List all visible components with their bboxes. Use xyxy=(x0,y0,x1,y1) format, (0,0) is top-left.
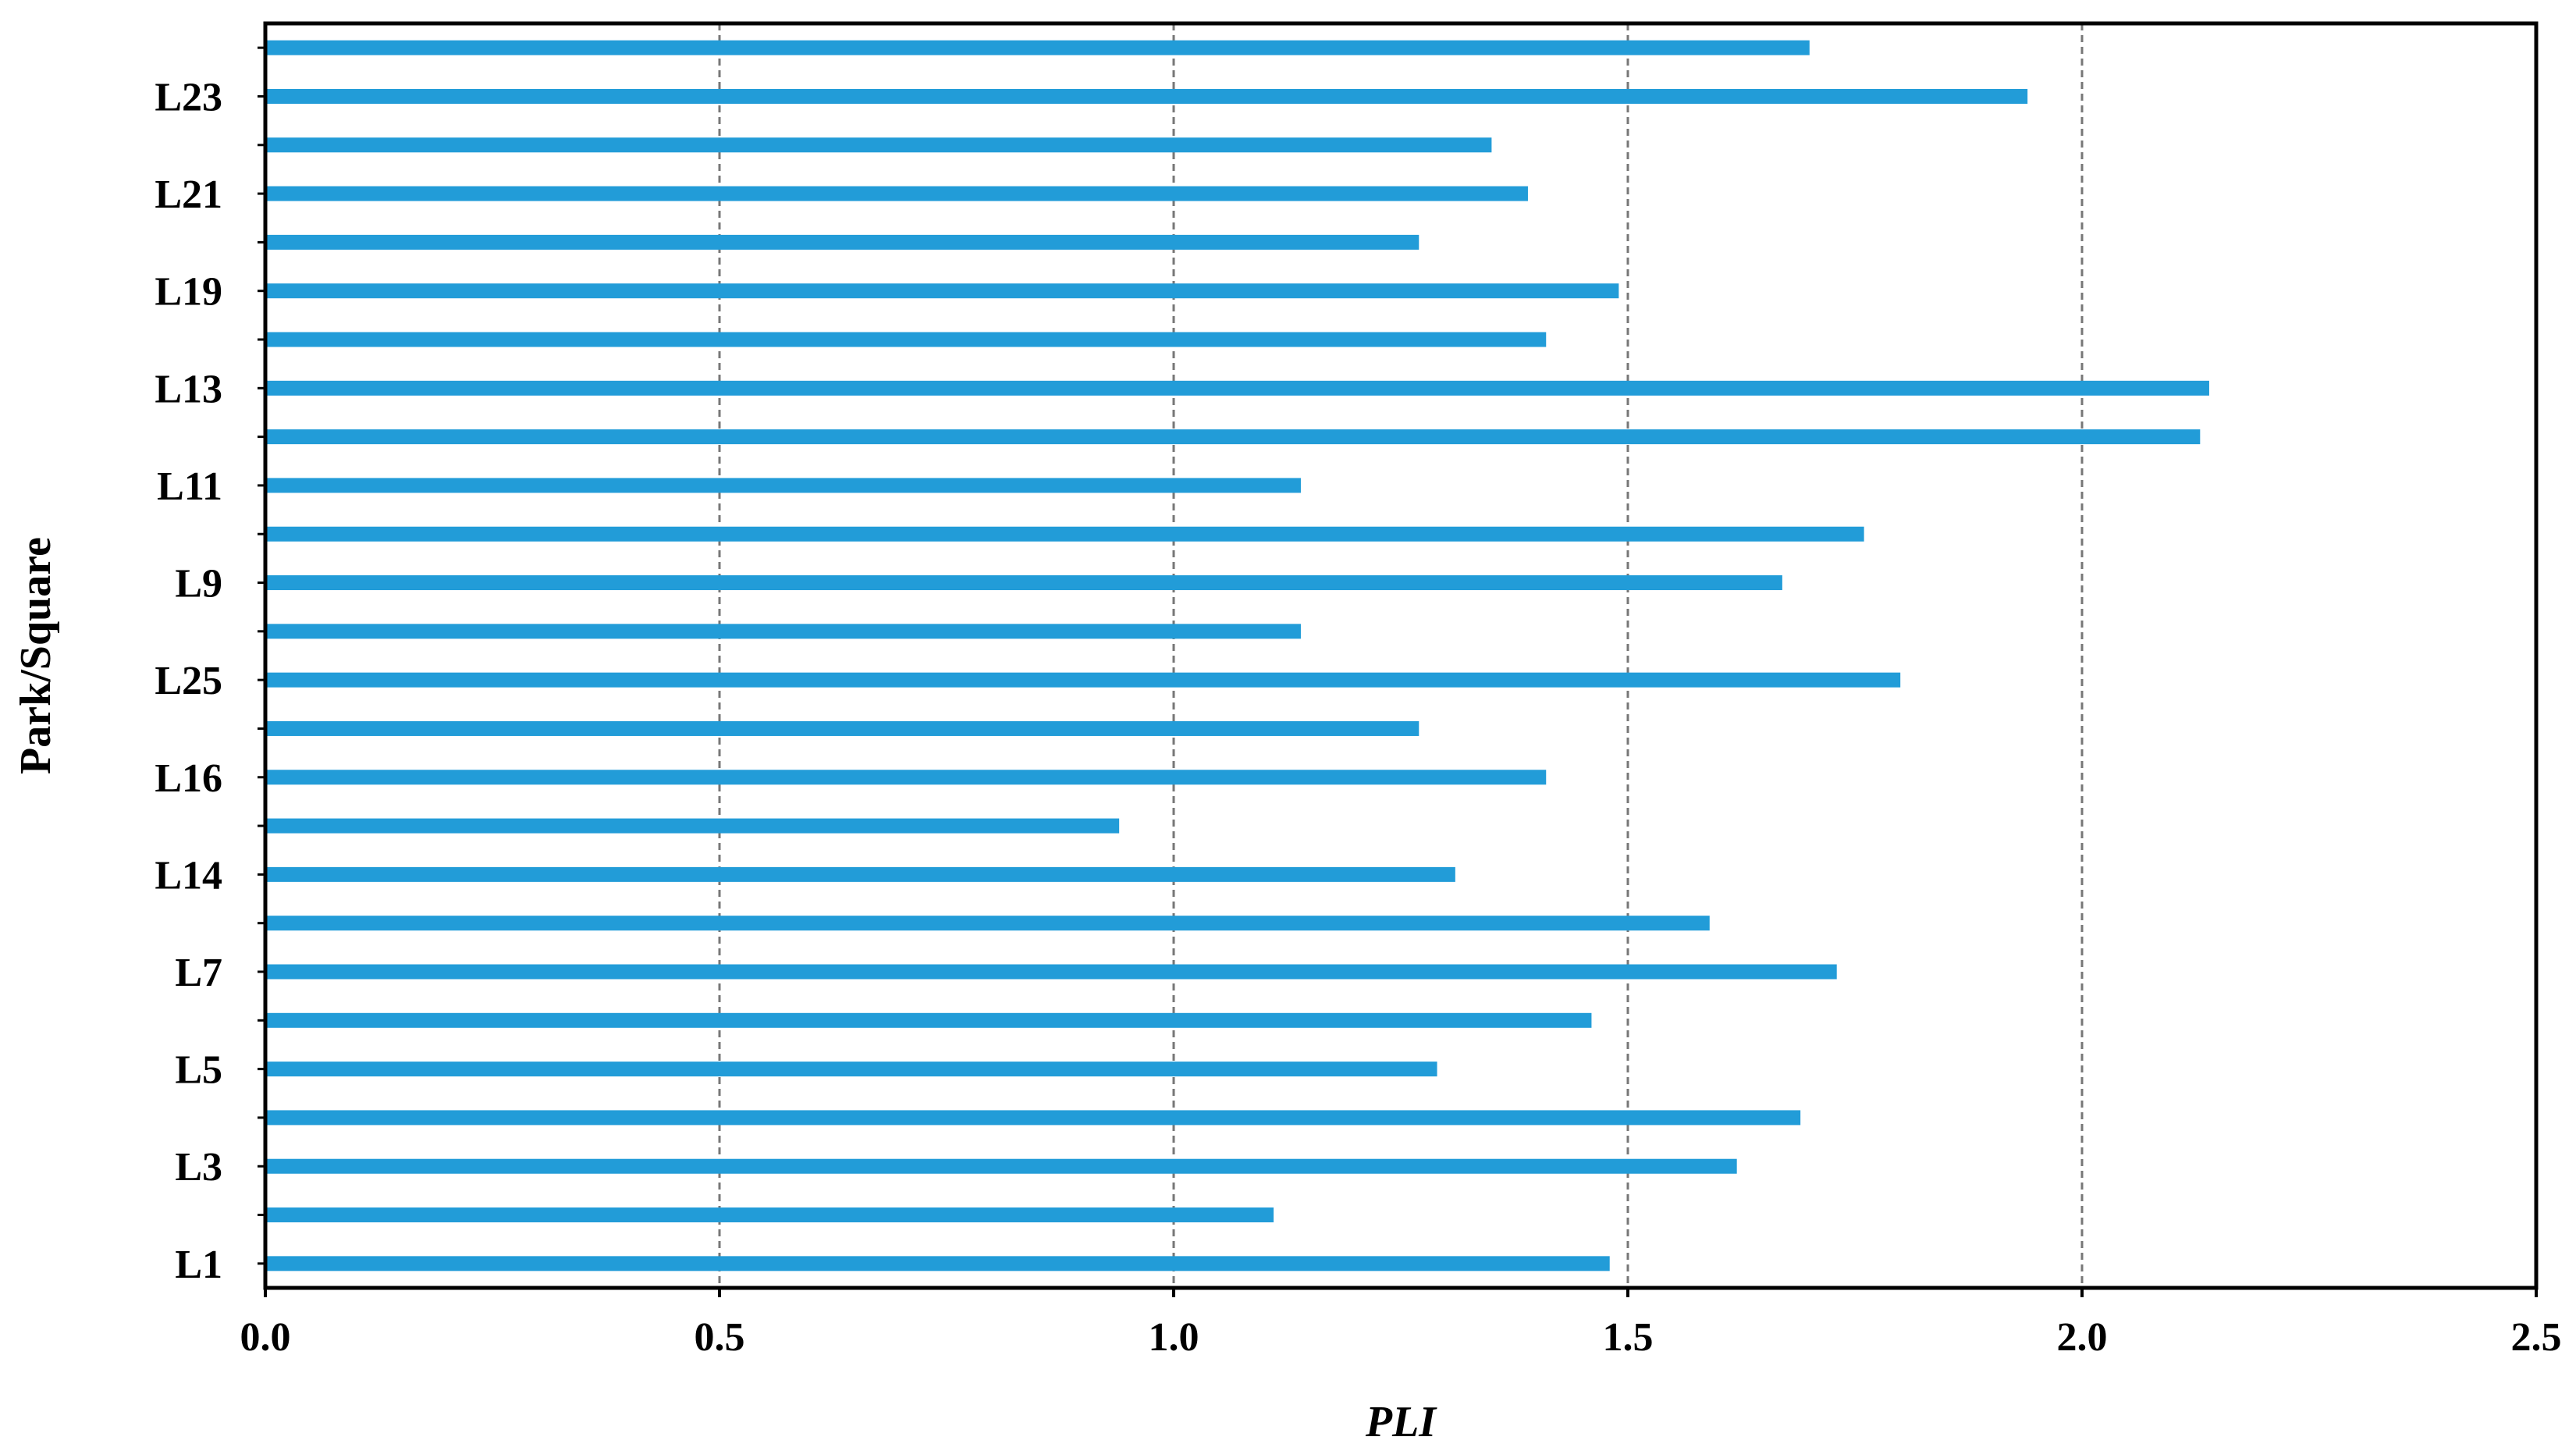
y-tick-label-16: L11 xyxy=(157,464,222,509)
y-tick-label-6: L7 xyxy=(175,951,222,995)
bar-16 xyxy=(265,478,1301,493)
y-tick-label-2: L3 xyxy=(175,1145,222,1190)
bar-10 xyxy=(265,770,1547,785)
y-axis-labels: L1 L3 L5 L7 L14 L16 L25 L9 L11 L13 L19 L21 L23 xyxy=(155,46,265,1287)
y-tick-label-8: L14 xyxy=(155,853,222,898)
y-tick-label-0: L1 xyxy=(175,1243,222,1287)
bar-6 xyxy=(265,964,1837,980)
x-tick-label-2: 1.0 xyxy=(1149,1315,1199,1360)
y-tick-label-18: L13 xyxy=(155,367,222,411)
bar-22 xyxy=(265,186,1528,201)
bar-2 xyxy=(265,1158,1737,1174)
bar-7 xyxy=(265,916,1710,931)
bar-5 xyxy=(265,1012,1592,1028)
plot-frame xyxy=(263,21,2539,1290)
y-tick-label-4: L5 xyxy=(175,1048,222,1093)
bar-21 xyxy=(265,234,1419,250)
y-tick-label-12: L25 xyxy=(155,659,222,703)
bar-0 xyxy=(265,1256,1610,1271)
bar-25 xyxy=(265,40,1810,55)
bar-17 xyxy=(265,429,2201,445)
bar-20 xyxy=(265,283,1619,299)
x-tick-label-4: 2.0 xyxy=(2057,1315,2108,1360)
bar-4 xyxy=(265,1062,1437,1077)
bar-12 xyxy=(265,672,1901,688)
bars xyxy=(265,40,2209,1271)
bar-3 xyxy=(265,1110,1801,1126)
x-tick-label-0: 0.0 xyxy=(240,1315,291,1360)
y-tick-label-10: L16 xyxy=(155,756,222,801)
gridlines xyxy=(718,23,2084,1288)
bar-15 xyxy=(265,526,1864,542)
y-tick-label-24: L23 xyxy=(155,75,222,119)
bar-11 xyxy=(265,720,1419,736)
bar-19 xyxy=(265,332,1547,347)
y-tick-label-22: L21 xyxy=(155,172,222,217)
bar-9 xyxy=(265,818,1120,834)
x-tick-label-1: 0.5 xyxy=(695,1315,745,1360)
x-axis-ticks: 0.0 0.5 1.0 1.5 2.0 2.5 xyxy=(240,1288,2562,1360)
y-tick-label-20: L19 xyxy=(155,270,222,315)
bar-13 xyxy=(265,624,1301,639)
y-axis-title: Park/Square xyxy=(12,537,60,774)
bar-14 xyxy=(265,575,1782,591)
bar-1 xyxy=(265,1207,1274,1223)
x-tick-label-5: 2.5 xyxy=(2511,1315,2562,1360)
x-axis-title: PLI xyxy=(1365,1398,1437,1446)
bar-8 xyxy=(265,866,1455,882)
y-tick-label-14: L9 xyxy=(175,562,222,606)
bar-23 xyxy=(265,137,1492,153)
bar-24 xyxy=(265,88,2028,104)
x-tick-label-3: 1.5 xyxy=(1603,1315,1654,1360)
bar-18 xyxy=(265,380,2209,396)
